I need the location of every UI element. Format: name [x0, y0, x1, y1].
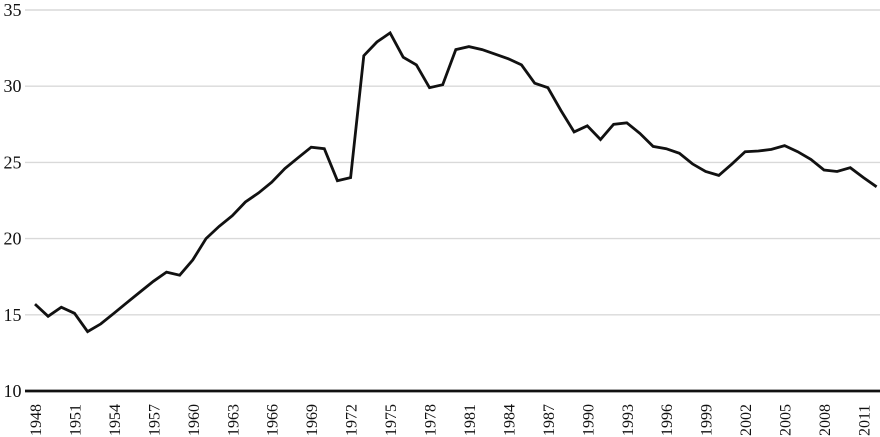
x-tick-label: 1978	[423, 404, 440, 436]
y-tick-label: 30	[4, 76, 22, 96]
y-tick-label: 15	[4, 305, 22, 325]
x-tick-label: 1981	[462, 404, 479, 436]
x-tick-label: 1990	[580, 404, 597, 436]
data-series-line	[34, 30, 878, 334]
x-tick-label: 1954	[107, 404, 124, 436]
x-tick-label: 1966	[265, 404, 282, 436]
x-tick-label: 2002	[738, 404, 755, 436]
y-tick-label: 25	[4, 152, 22, 172]
x-tick-label: 1963	[225, 404, 242, 436]
x-tick-label: 1987	[541, 404, 558, 436]
x-tick-label: 2005	[778, 404, 795, 436]
y-tick-label: 10	[4, 381, 22, 401]
x-tick-label: 1975	[383, 404, 400, 436]
x-tick-label: 1999	[699, 404, 716, 436]
x-tick-label: 1972	[344, 404, 361, 436]
x-tick-label: 2011	[857, 405, 874, 436]
x-tick-label: 1951	[68, 404, 85, 436]
x-tick-label: 1984	[501, 404, 518, 436]
x-tick-label: 1948	[28, 404, 45, 436]
x-tick-label: 1957	[146, 404, 163, 436]
x-tick-label: 1969	[304, 404, 321, 436]
x-tick-label: 2008	[817, 404, 834, 436]
x-tick-label: 1996	[659, 404, 676, 436]
x-tick-label: 1993	[620, 404, 637, 436]
y-tick-label: 20	[4, 229, 22, 249]
y-tick-label: 35	[4, 0, 22, 20]
x-tick-label: 1960	[186, 404, 203, 436]
